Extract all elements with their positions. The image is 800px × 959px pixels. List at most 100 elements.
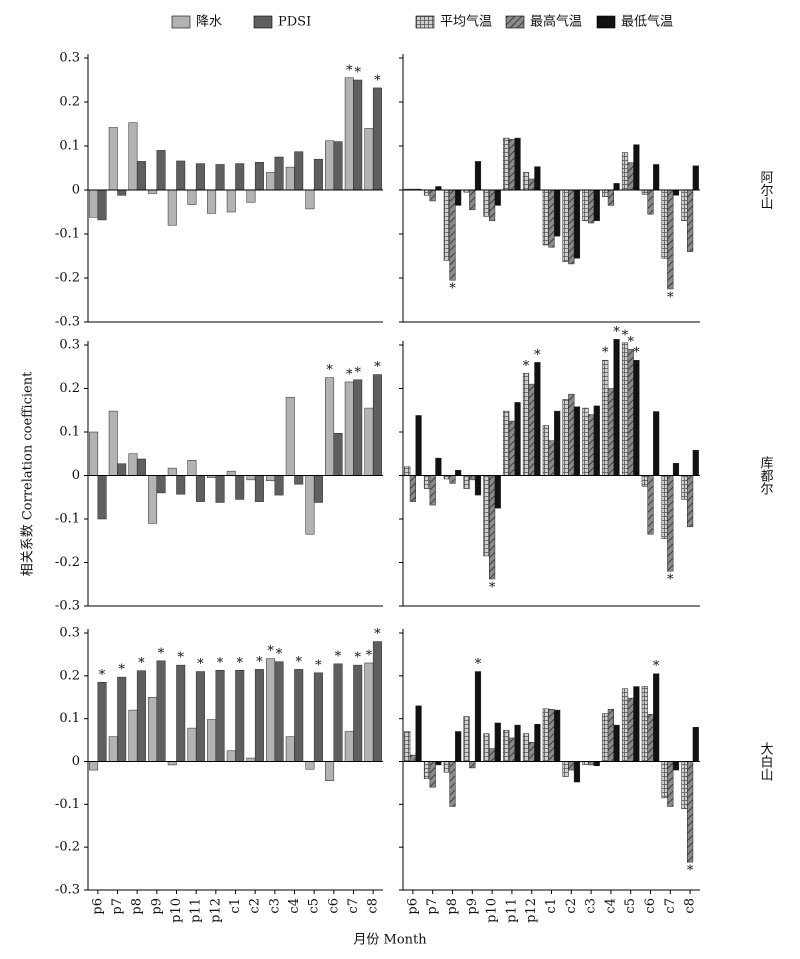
x-tick-label: c2	[564, 898, 579, 914]
significance-mark: *	[99, 668, 106, 683]
bar	[344, 381, 354, 476]
bar	[423, 189, 431, 196]
bar	[254, 162, 264, 191]
bar	[429, 475, 436, 506]
bar	[415, 705, 422, 762]
bar	[588, 761, 595, 766]
bar	[117, 676, 127, 762]
bar	[254, 475, 264, 502]
bar	[305, 189, 315, 210]
bar	[692, 726, 699, 762]
bar	[274, 156, 284, 191]
significance-mark: *	[346, 367, 353, 382]
significance-mark: *	[118, 663, 125, 678]
legend-swatch	[415, 15, 435, 29]
bar	[573, 406, 581, 476]
y-tick-label: -0.3	[55, 883, 80, 898]
bar	[568, 761, 575, 771]
significance-mark: *	[475, 657, 482, 672]
bar	[136, 161, 146, 191]
y-tick-label: 0	[72, 754, 80, 769]
bar	[573, 189, 581, 259]
bar	[449, 189, 456, 281]
legend-swatch	[253, 15, 273, 29]
bar	[647, 475, 654, 535]
x-tick-label: c3	[267, 898, 282, 914]
x-tick-label: p10	[169, 898, 184, 923]
x-tick-label: p12	[524, 898, 539, 923]
y-tick-label: 0.3	[59, 51, 80, 66]
bar	[672, 189, 680, 196]
legend-swatch	[596, 15, 616, 29]
bar	[508, 139, 515, 191]
bar	[404, 731, 411, 762]
bar	[364, 662, 374, 762]
bar	[117, 189, 127, 196]
bar	[514, 402, 521, 476]
significance-mark: *	[523, 359, 530, 374]
bar	[483, 189, 490, 217]
bar	[602, 189, 609, 197]
bar	[226, 470, 236, 476]
significance-mark: *	[374, 627, 381, 642]
bar	[641, 189, 648, 195]
bar	[455, 731, 462, 762]
x-tick-label: p10	[485, 898, 500, 923]
bar	[429, 189, 436, 202]
bar	[226, 189, 236, 213]
bar	[294, 669, 304, 762]
y-tick-label: -0.2	[55, 555, 80, 570]
bar	[667, 761, 674, 807]
bar	[455, 470, 462, 476]
bar	[489, 475, 496, 580]
bar	[167, 761, 177, 766]
bar	[148, 189, 158, 194]
bar	[641, 686, 648, 762]
bar	[195, 163, 205, 191]
y-tick-label: -0.3	[55, 599, 80, 614]
bar	[607, 708, 614, 762]
significance-mark: *	[315, 658, 322, 673]
bar	[661, 475, 668, 539]
legend-label: 平均气温	[440, 14, 492, 30]
y-tick-label: 0.3	[59, 626, 80, 641]
bar	[494, 189, 501, 206]
significance-mark: *	[613, 325, 620, 340]
bar	[156, 475, 166, 494]
bar	[474, 475, 482, 496]
significance-mark: *	[256, 655, 263, 670]
bar	[443, 475, 450, 480]
bar	[633, 686, 640, 762]
y-tick-label: -0.3	[55, 315, 80, 330]
bar	[305, 761, 315, 770]
bar	[647, 189, 654, 215]
bar	[474, 161, 482, 191]
significance-mark: *	[489, 581, 496, 596]
bar	[313, 475, 323, 503]
bar	[167, 467, 177, 476]
bar	[333, 433, 343, 476]
bar	[522, 733, 530, 762]
x-tick-label: p11	[504, 898, 519, 923]
bar	[344, 77, 354, 191]
significance-mark: *	[295, 655, 302, 670]
y-tick-label: -0.1	[55, 797, 80, 812]
bar	[474, 671, 482, 762]
bar	[353, 379, 363, 476]
x-tick-label: c4	[603, 898, 618, 914]
bar	[647, 714, 654, 762]
bar	[435, 186, 442, 191]
bar	[514, 137, 521, 191]
bar	[313, 158, 323, 191]
bar	[588, 414, 595, 476]
bar	[613, 339, 620, 476]
significance-mark: *	[667, 573, 674, 588]
bar	[667, 189, 674, 290]
bar	[602, 359, 609, 476]
bar	[687, 189, 694, 252]
significance-mark: *	[346, 63, 353, 78]
bar	[246, 189, 256, 203]
bar	[108, 736, 118, 762]
bar	[503, 137, 510, 191]
x-tick-label: c5	[307, 898, 322, 914]
